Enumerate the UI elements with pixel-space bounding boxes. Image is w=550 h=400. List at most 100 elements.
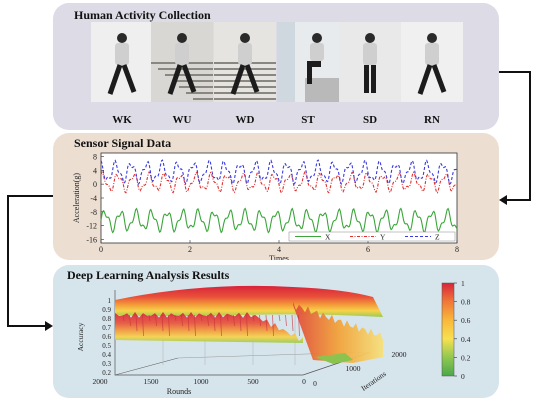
hoodie	[363, 43, 377, 65]
y-tick-label: -4	[90, 194, 97, 203]
stair-step	[214, 68, 276, 70]
leg	[181, 64, 197, 93]
colorbar-tick-label: 0.8	[461, 298, 471, 307]
surface-spike	[226, 314, 229, 322]
y-tick-label: 4	[93, 166, 97, 175]
y-tick-label: -12	[86, 222, 97, 231]
arrowhead-analysis	[45, 321, 53, 331]
surface-low-region	[315, 353, 353, 364]
stair-step	[214, 74, 276, 76]
stair-step	[193, 98, 213, 100]
surface-spike	[142, 314, 144, 337]
surface-spike	[194, 314, 196, 337]
x-axis-label: Times	[269, 254, 289, 260]
colorbar	[441, 282, 455, 377]
leg	[230, 64, 246, 95]
window-frame	[277, 22, 295, 102]
hoodie	[115, 43, 129, 65]
activity-photo-rn	[401, 22, 463, 102]
arrow-collection-to-sensor	[499, 71, 531, 201]
surface-spike	[272, 314, 274, 337]
y-tick-label: 1000	[346, 364, 361, 373]
legend-label-x: X	[325, 233, 331, 242]
activity-label-wd: WD	[235, 114, 255, 126]
surface-spike	[161, 314, 164, 332]
z-tick-label: 0.8	[102, 315, 111, 323]
y-axis-label: Acceleration(g)	[72, 173, 81, 224]
leg	[167, 64, 183, 95]
leg	[107, 64, 123, 95]
x-tick-label: 2000	[93, 377, 108, 386]
activity-photo-st	[277, 22, 339, 102]
person-figure-sd	[339, 22, 401, 102]
activity-label-rn: RN	[424, 114, 440, 126]
surface-spike	[233, 314, 235, 327]
y-tick-label: -8	[90, 208, 97, 217]
hoodie	[310, 43, 324, 61]
activity-photo-sd	[339, 22, 401, 102]
surface-spike	[122, 314, 125, 322]
x-tick-label: 0	[302, 377, 306, 386]
colorbar-tick-label: 0	[461, 372, 465, 381]
head	[365, 33, 375, 43]
surface-spike	[265, 314, 268, 332]
x-tick-label: 500	[247, 377, 259, 386]
head	[240, 33, 250, 43]
person-figure-st	[277, 22, 339, 102]
surface-spike	[200, 314, 203, 322]
stair-step	[179, 86, 213, 88]
arrowhead-sensor	[499, 195, 507, 205]
hoodie	[425, 43, 439, 65]
surface-spike	[246, 314, 248, 337]
surface-spike	[213, 314, 216, 332]
colorbar-tick-label: 0.2	[461, 353, 471, 362]
x-tick-label: 2	[188, 245, 192, 254]
series-line-z	[100, 159, 458, 186]
surface-spike	[220, 314, 222, 337]
surface-right-edge	[293, 301, 383, 363]
axis-frame-back	[114, 357, 179, 376]
hoodie	[175, 43, 189, 65]
leg	[364, 65, 369, 93]
stair-step	[214, 80, 276, 82]
stair-step	[214, 86, 276, 88]
activity-label-st: ST	[301, 114, 315, 126]
activity-label-wu: WU	[172, 114, 192, 126]
leg	[417, 64, 433, 95]
panel-title-collection: Human Activity Collection	[74, 8, 211, 22]
x-tick-label: 1500	[144, 377, 159, 386]
person-figure-wu	[151, 22, 213, 102]
y-tick-label: -16	[86, 236, 97, 245]
x-tick-label: 0	[99, 245, 103, 254]
z-tick-label: 0.4	[102, 351, 111, 359]
colorbar-tick-label: 0.4	[461, 335, 471, 344]
surface-spike	[259, 314, 261, 327]
leg	[307, 66, 312, 84]
z-tick-label: 0.6	[102, 333, 111, 341]
leg	[431, 64, 447, 93]
x-axis-label: Rounds	[167, 387, 191, 396]
activity-label-wk: WK	[112, 114, 132, 126]
z-tick-label: 0.7	[102, 324, 111, 332]
z-axis-label: Accuracy	[76, 322, 85, 351]
stair-step	[186, 92, 213, 94]
surface-spike	[291, 314, 294, 332]
legend-label-z: Z	[435, 233, 440, 242]
y-tick-label: 2000	[392, 350, 407, 359]
activity-photo-wd	[214, 22, 276, 102]
y-tick-label: 8	[93, 152, 97, 161]
person-figure-rn	[401, 22, 463, 102]
head	[427, 33, 437, 43]
activity-label-sd: SD	[362, 114, 378, 126]
colorbar-tick-label: 0.6	[461, 316, 471, 325]
panel-title-sensor: Sensor Signal Data	[74, 136, 172, 150]
series-line-y	[100, 171, 458, 194]
z-tick-label: 0.2	[102, 369, 111, 377]
y-tick-label: 0	[93, 180, 97, 189]
person-figure-wd	[214, 22, 276, 102]
surface-spike	[174, 314, 177, 322]
leg	[121, 64, 137, 93]
